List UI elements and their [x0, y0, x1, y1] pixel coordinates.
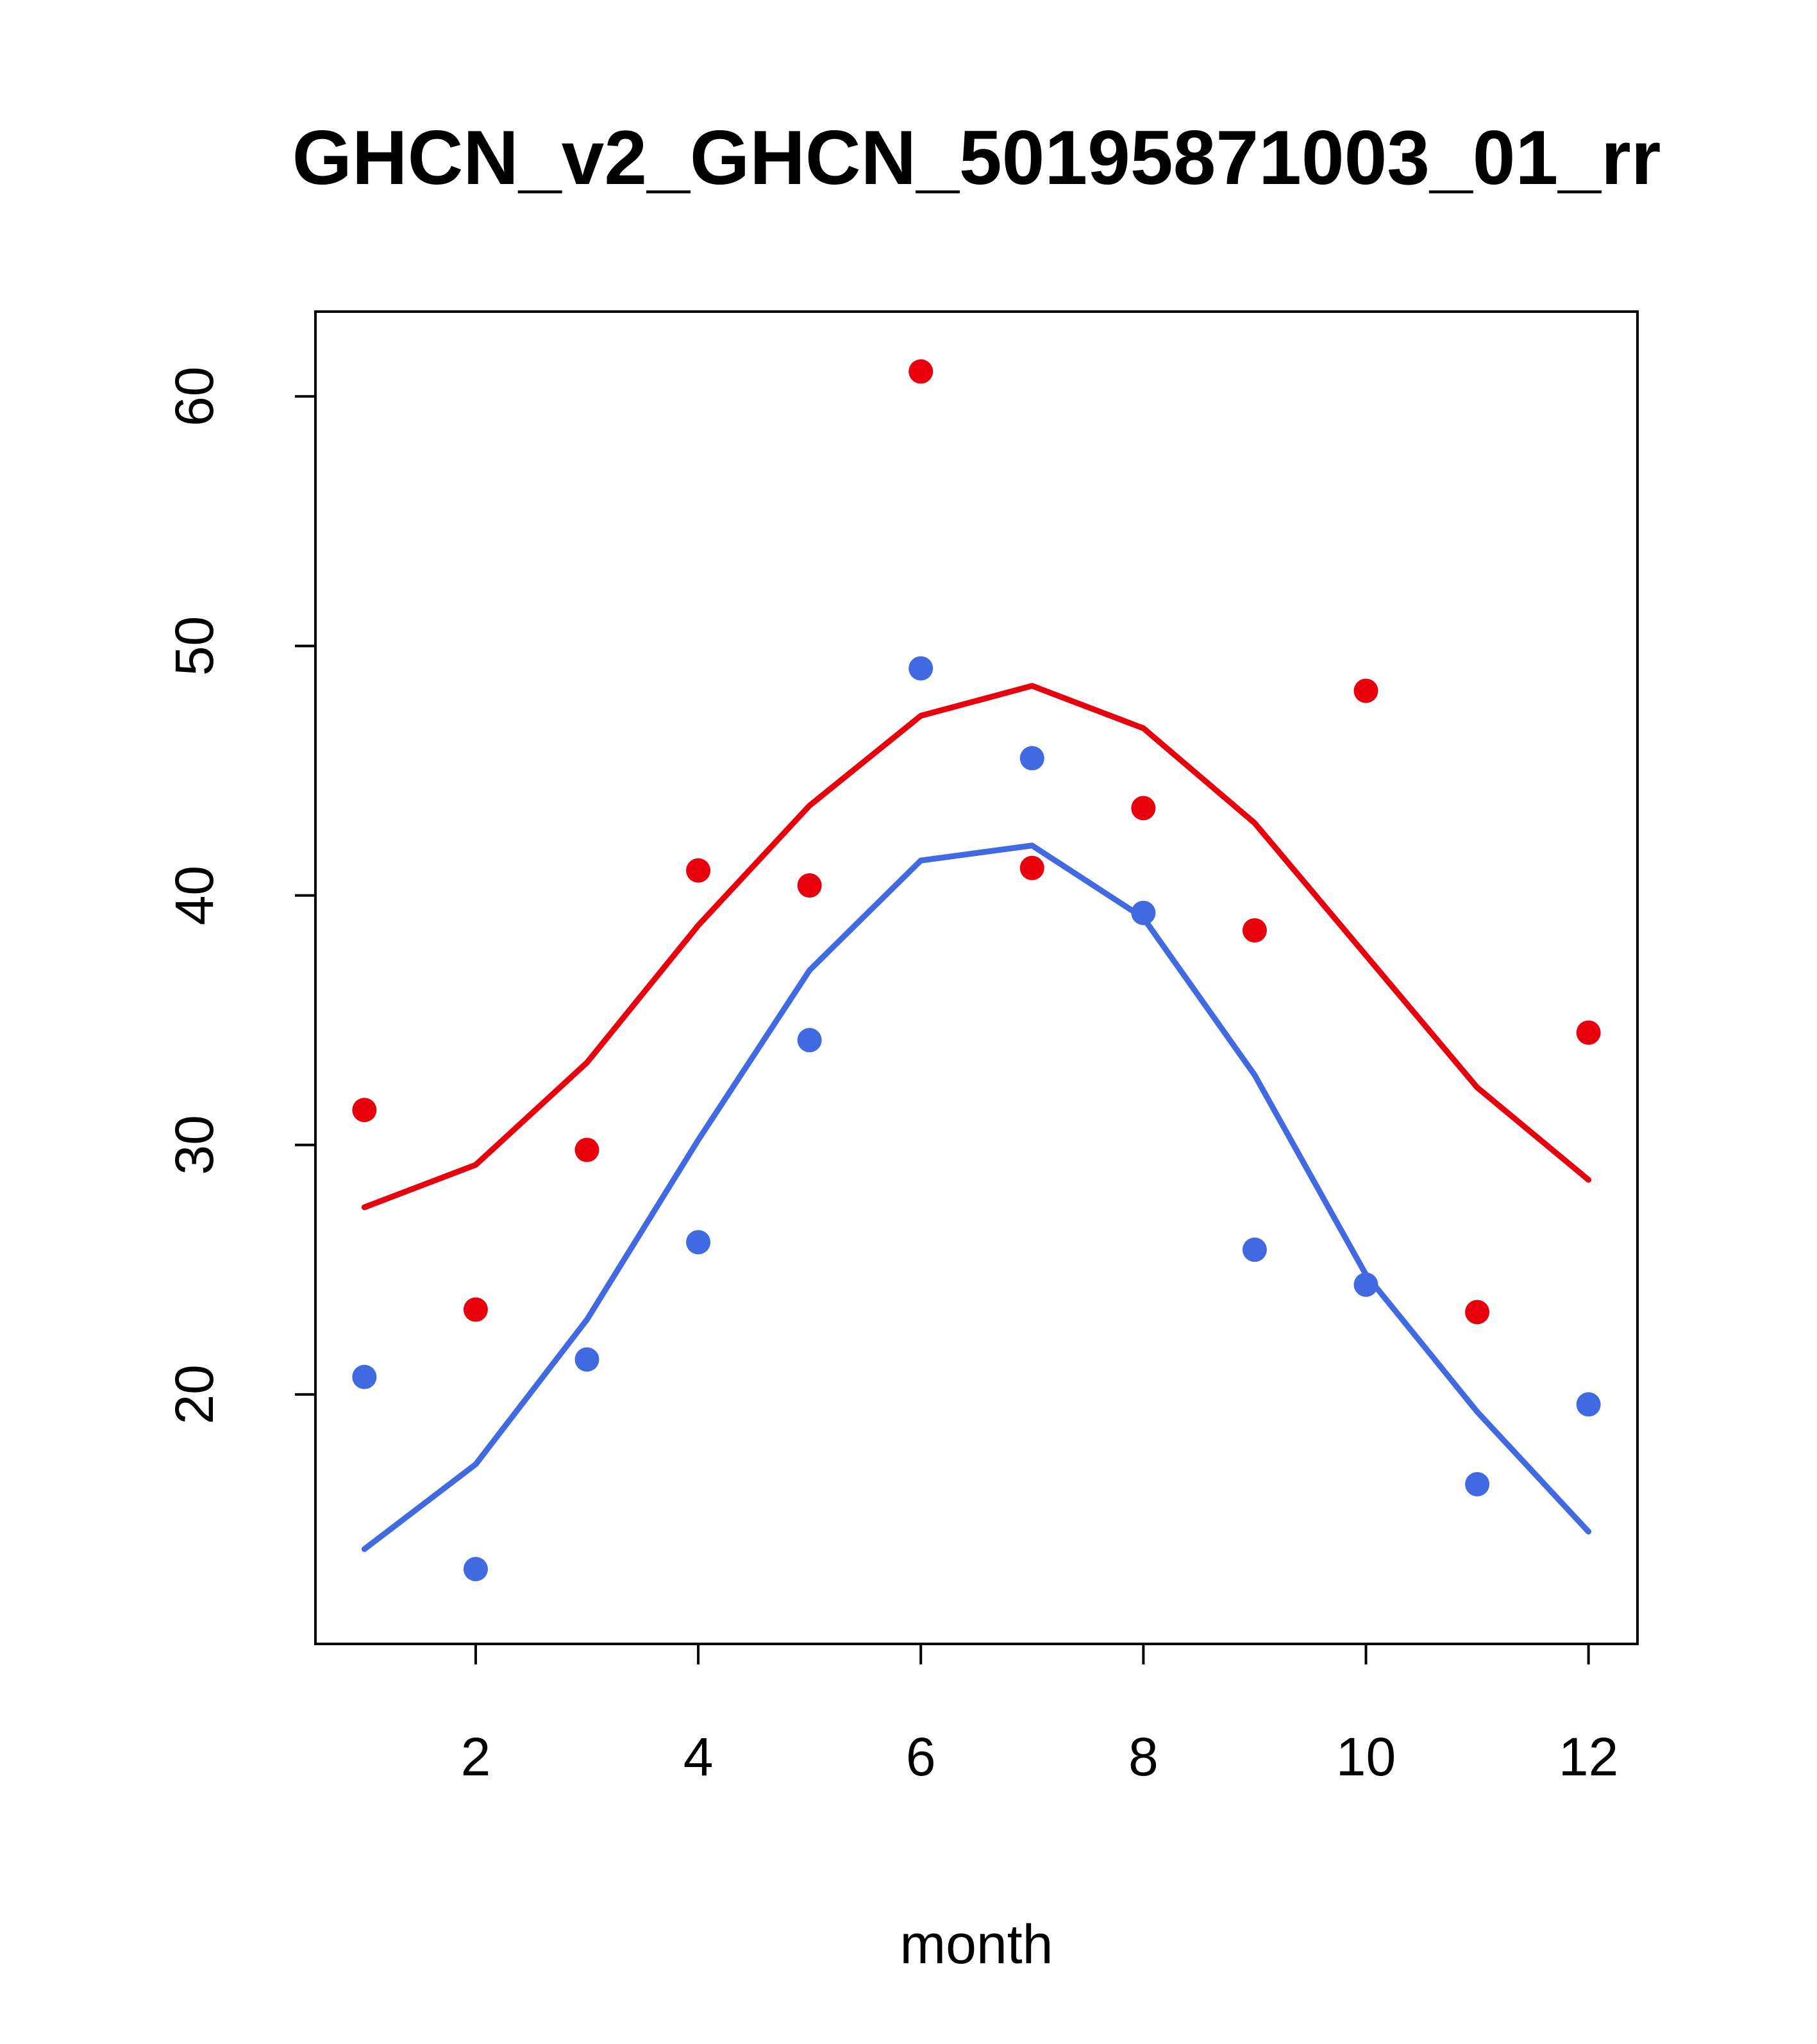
plot-layer: 2 4 6 8 10 12 20 30 40 50 60	[164, 310, 1639, 1787]
red-point	[1242, 918, 1267, 943]
y-tick-label: 50	[164, 616, 224, 676]
blue-point	[908, 656, 934, 681]
blue-point	[1576, 1392, 1601, 1417]
red-point	[574, 1137, 599, 1162]
blue-point	[1465, 1471, 1490, 1496]
red-point	[352, 1098, 377, 1123]
blue-point	[463, 1557, 488, 1582]
red-point	[1465, 1300, 1490, 1325]
plot-box	[314, 310, 1639, 1645]
y-tick-label: 40	[164, 866, 224, 925]
x-tick-label: 12	[1559, 1727, 1618, 1787]
red-line	[361, 683, 1592, 1210]
red-point	[797, 873, 822, 898]
blue-point	[1353, 1272, 1378, 1297]
blue-point	[1242, 1237, 1267, 1262]
y-tick-label: 60	[164, 367, 224, 426]
x-axis-label: month	[900, 1914, 1053, 1975]
blue-point	[797, 1028, 822, 1053]
red-point	[686, 858, 711, 883]
y-tick-label: 30	[164, 1115, 224, 1175]
blue-point	[574, 1347, 599, 1372]
red-point	[463, 1297, 488, 1322]
red-point	[1353, 678, 1378, 703]
x-tick-label: 2	[461, 1727, 491, 1787]
x-tick-label: 8	[1128, 1727, 1159, 1787]
chart-title: GHCN_v2_GHCN_50195871003_01_rr	[292, 115, 1661, 201]
blue-point	[1019, 746, 1044, 771]
red-point	[1019, 855, 1044, 880]
red-point	[1576, 1020, 1601, 1045]
blue-point	[352, 1364, 377, 1389]
red-point	[1131, 796, 1156, 821]
x-tick-label: 10	[1336, 1727, 1396, 1787]
x-tick-label: 6	[906, 1727, 936, 1787]
red-point	[908, 359, 934, 384]
blue-point	[686, 1230, 711, 1255]
x-tick-label: 4	[683, 1727, 714, 1787]
blue-line	[361, 842, 1592, 1552]
blue-point	[1131, 900, 1156, 925]
y-tick-label: 20	[164, 1364, 224, 1424]
